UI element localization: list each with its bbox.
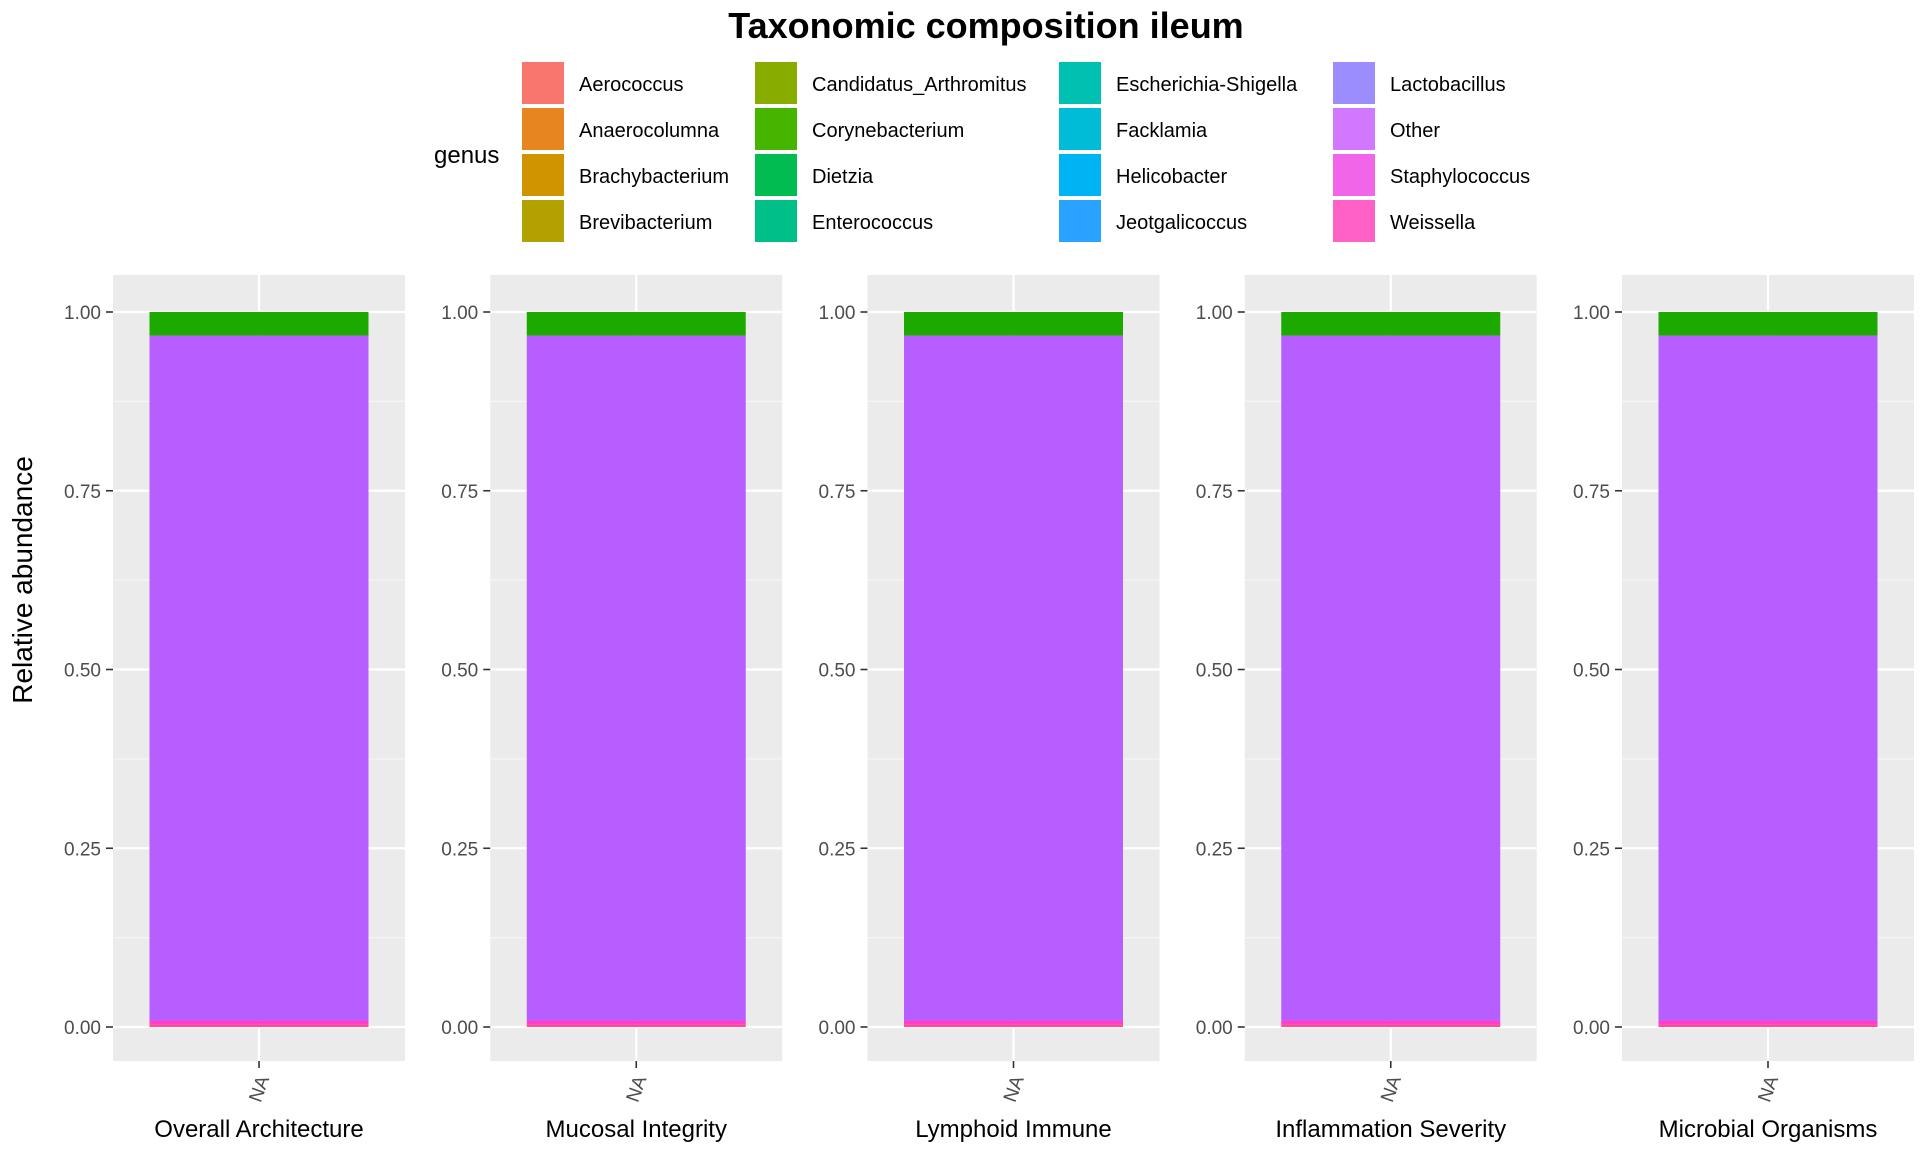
bar-segment-staphylococcus	[904, 1020, 1123, 1025]
y-tick-label: 1.00	[64, 303, 101, 324]
facet-label: Mucosal Integrity	[546, 1116, 727, 1143]
legend-key-jeotgalicoccus	[1059, 200, 1101, 242]
bar-segment-staphylococcus	[149, 1020, 369, 1025]
legend-key-aerococcus	[522, 62, 564, 104]
y-tick-label: 0.50	[819, 661, 856, 682]
y-tick-label: 0.00	[819, 1018, 856, 1039]
y-tick-label: 0.75	[1196, 482, 1233, 503]
x-tick-label: NA	[1000, 1073, 1029, 1105]
y-tick-label: 0.75	[1573, 482, 1610, 503]
bar-segment-lactobacillus	[1281, 335, 1501, 1021]
legend-label: Helicobacter	[1116, 166, 1228, 188]
y-tick-label: 0.25	[441, 839, 478, 860]
legend-label: Staphylococcus	[1390, 166, 1530, 188]
legend-key-anaerocolumna	[522, 108, 564, 150]
legend-key-brachybacterium	[522, 154, 564, 196]
facet-panels: 0.00 0.25 0.50 0.75 1.00 NA Overall Architectu…	[64, 275, 1914, 1143]
panel-overall-architecture: 0.00 0.25 0.50 0.75 1.00 NA Overall Architectu…	[64, 275, 405, 1143]
legend-label: Jeotgalicoccus	[1116, 212, 1247, 234]
panel-microbial-organisms: 0.00 0.25 0.50 0.75 1.00 NA Microbial Organism…	[1573, 275, 1914, 1143]
legend-label: Corynebacterium	[812, 120, 964, 142]
legend-key-staphylococcus	[1333, 154, 1375, 196]
legend-key-other	[1333, 108, 1375, 150]
panel-mucosal-integrity: 0.00 0.25 0.50 0.75 1.00 NA Mucosal Integrity	[441, 275, 783, 1143]
x-tick-label: NA	[623, 1073, 652, 1105]
legend-key-corynebacterium	[755, 108, 797, 150]
legend-label: Candidatus_Arthromitus	[812, 74, 1027, 96]
legend-title: genus	[434, 142, 499, 169]
bar-segment-corynebacterium	[1281, 312, 1501, 336]
legend-key-weissella	[1333, 200, 1375, 242]
bar-segment-lactobacillus	[526, 335, 746, 1021]
bar-segment-lactobacillus	[149, 335, 369, 1021]
y-tick-label: 0.00	[1196, 1018, 1233, 1039]
facet-label: Microbial Organisms	[1659, 1116, 1878, 1143]
y-tick-label: 1.00	[441, 303, 478, 324]
legend-label: Facklamia	[1116, 120, 1208, 142]
legend-key-helicobacter	[1059, 154, 1101, 196]
legend-key-lactobacillus	[1333, 62, 1375, 104]
legend-label: Brachybacterium	[579, 166, 729, 188]
y-tick-label: 0.25	[819, 839, 856, 860]
facet-label: Inflammation Severity	[1275, 1116, 1506, 1143]
legend-label: Other	[1390, 120, 1440, 142]
bar-segment-staphylococcus	[1281, 1020, 1501, 1025]
legend-key-enterococcus	[755, 200, 797, 242]
y-tick-label: 1.00	[1573, 303, 1610, 324]
bar-segment-corynebacterium	[526, 312, 746, 336]
y-tick-label: 1.00	[819, 303, 856, 324]
panel-inflammation-severity: 0.00 0.25 0.50 0.75 1.00 NA Inflammation Sever…	[1196, 275, 1537, 1143]
x-tick-label: NA	[1754, 1073, 1783, 1105]
y-tick-label: 0.25	[64, 839, 101, 860]
legend-key-candidatus-arthromitus	[755, 62, 797, 104]
facet-label: Overall Architecture	[154, 1116, 363, 1143]
y-tick-label: 0.50	[441, 661, 478, 682]
y-tick-label: 0.00	[441, 1018, 478, 1039]
bar-segment-lactobacillus	[904, 335, 1123, 1021]
legend-label: Escherichia-Shigella	[1116, 74, 1298, 96]
legend-key-escherichia-shigella	[1059, 62, 1101, 104]
y-tick-label: 0.25	[1196, 839, 1233, 860]
bar-segment-corynebacterium	[904, 312, 1123, 336]
bar-segment-weissella	[1658, 1024, 1878, 1027]
legend-key-dietzia	[755, 154, 797, 196]
legend: genus Aerococcus Anaerocolumna Brachybacte…	[434, 62, 1530, 242]
legend-label: Aerococcus	[579, 74, 684, 96]
legend-label: Brevibacterium	[579, 212, 712, 234]
bar-segment-corynebacterium	[149, 312, 369, 336]
legend-label: Weissella	[1390, 212, 1476, 234]
x-tick-label: NA	[245, 1073, 274, 1105]
bar-segment-weissella	[1281, 1024, 1501, 1027]
facet-label: Lymphoid Immune	[915, 1116, 1112, 1143]
legend-key-facklamia	[1059, 108, 1101, 150]
panel-lymphoid-immune: 0.00 0.25 0.50 0.75 1.00 NA Lymphoid Immune	[819, 275, 1160, 1143]
legend-label: Lactobacillus	[1390, 74, 1506, 96]
bar-segment-lactobacillus	[1658, 335, 1878, 1021]
y-axis-label: Relative abundance	[7, 456, 38, 704]
bar-segment-weissella	[149, 1024, 369, 1027]
y-tick-label: 0.00	[1573, 1018, 1610, 1039]
bar-segment-corynebacterium	[1658, 312, 1878, 336]
legend-label: Enterococcus	[812, 212, 933, 234]
y-tick-label: 0.50	[1196, 661, 1233, 682]
bar-segment-weissella	[904, 1024, 1123, 1027]
x-tick-label: NA	[1377, 1073, 1406, 1105]
legend-label: Dietzia	[812, 166, 874, 188]
bar-segment-staphylococcus	[526, 1020, 746, 1025]
y-tick-label: 0.75	[64, 482, 101, 503]
y-tick-label: 0.50	[64, 661, 101, 682]
y-tick-label: 0.75	[441, 482, 478, 503]
y-tick-label: 0.25	[1573, 839, 1610, 860]
bar-segment-weissella	[526, 1024, 746, 1027]
legend-key-brevibacterium	[522, 200, 564, 242]
y-tick-label: 0.75	[819, 482, 856, 503]
y-tick-label: 0.00	[64, 1018, 101, 1039]
bar-segment-staphylococcus	[1658, 1020, 1878, 1025]
y-tick-label: 1.00	[1196, 303, 1233, 324]
y-tick-label: 0.50	[1573, 661, 1610, 682]
legend-label: Anaerocolumna	[579, 120, 720, 142]
chart-title: Taxonomic composition ileum	[728, 5, 1243, 46]
